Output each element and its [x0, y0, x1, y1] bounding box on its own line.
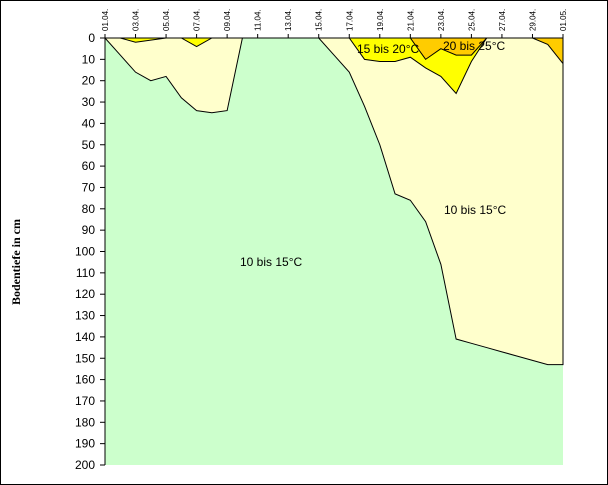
y-tick-label: 100 [75, 245, 95, 259]
region-label-band-3: 20 bis 25°C [443, 39, 506, 53]
x-axis-ticks: 01.04. 03.04. 05.04. 07.04. 09.04. 11.04. 13.0… [101, 9, 568, 38]
y-tick-label: 140 [75, 330, 95, 344]
y-tick-label: 70 [82, 180, 96, 194]
x-tick-label: 13.04. [284, 9, 293, 31]
x-tick-label: 15.04. [315, 9, 324, 31]
y-tick-label: 10 [82, 52, 96, 66]
x-tick-label: 09.04. [223, 9, 232, 31]
region-label-band-1: 10 bis 15°C [444, 203, 507, 217]
y-tick-label: 190 [75, 437, 95, 451]
y-tick-label: 20 [82, 74, 96, 88]
y-axis-ticks: 0 10 20 30 40 50 60 70 80 90 100 110 120 130 140 150 160… [75, 31, 105, 472]
y-tick-label: 120 [75, 287, 95, 301]
region-label-band-2: 15 bis 20°C [357, 42, 420, 56]
x-tick-label: 11.04. [254, 9, 263, 31]
band-10-bis-15-c [103, 37, 564, 366]
x-tick-label: 17.04. [345, 9, 354, 31]
x-tick-label: 25.04. [467, 9, 476, 31]
region-label-large: 10 bis 15°C [240, 255, 303, 269]
y-tick-label: 160 [75, 373, 95, 387]
y-tick-label: 0 [88, 31, 95, 45]
x-tick-label: 21.04. [406, 9, 415, 31]
x-tick-label: 07.04. [193, 9, 202, 31]
x-tick-label: 01.05. [559, 9, 568, 31]
y-tick-label: 90 [82, 223, 96, 237]
y-tick-label: 80 [82, 202, 96, 216]
x-tick-label: 03.04. [132, 9, 141, 31]
x-tick-label: 29.04. [528, 9, 537, 31]
y-tick-label: 200 [75, 458, 95, 472]
y-tick-label: 150 [75, 351, 95, 365]
y-axis-title: Bodentiefe in cm [9, 219, 23, 305]
x-tick-label: 05.04. [162, 9, 171, 31]
y-tick-label: 180 [75, 415, 95, 429]
y-tick-label: 170 [75, 394, 95, 408]
x-tick-label: 19.04. [376, 9, 385, 31]
y-tick-label: 50 [82, 138, 96, 152]
x-tick-label: 27.04. [498, 9, 507, 31]
y-tick-label: 110 [76, 266, 95, 280]
y-tick-label: 60 [82, 159, 96, 173]
x-tick-label: 01.04. [101, 9, 110, 31]
y-tick-label: 30 [82, 95, 96, 109]
y-tick-label: 40 [82, 116, 96, 130]
y-tick-label: 130 [75, 309, 95, 323]
x-tick-label: 23.04. [437, 9, 446, 31]
